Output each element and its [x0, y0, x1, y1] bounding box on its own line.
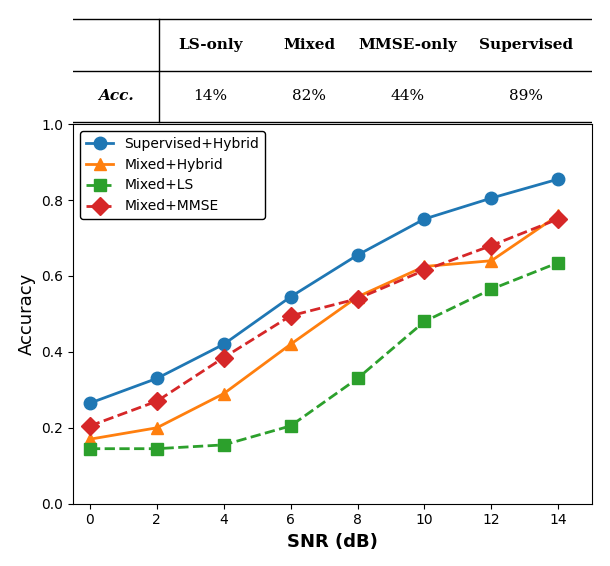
Mixed+MMSE [287, 312, 294, 319]
Supervised+Hybrid [287, 293, 294, 300]
Mixed+LS [153, 445, 160, 452]
Mixed+MMSE [354, 295, 361, 302]
Mixed+LS [421, 318, 428, 325]
Supervised+Hybrid [153, 375, 160, 382]
Mixed+MMSE [153, 398, 160, 405]
Mixed+LS [287, 422, 294, 429]
Text: Mixed: Mixed [283, 38, 335, 52]
Supervised+Hybrid [554, 175, 562, 182]
Mixed+LS [354, 375, 361, 382]
Text: 82%: 82% [292, 89, 326, 103]
Mixed+Hybrid [354, 293, 361, 300]
Supervised+Hybrid [354, 252, 361, 259]
Supervised+Hybrid [487, 195, 495, 201]
Mixed+LS [554, 259, 562, 266]
Mixed+MMSE [86, 422, 93, 429]
Mixed+Hybrid [153, 424, 160, 431]
Supervised+Hybrid [86, 400, 93, 406]
Line: Supervised+Hybrid: Supervised+Hybrid [84, 173, 564, 409]
Mixed+Hybrid [287, 341, 294, 348]
Mixed+MMSE [220, 354, 228, 361]
Line: Mixed+Hybrid: Mixed+Hybrid [84, 209, 564, 445]
Text: 44%: 44% [390, 89, 425, 103]
Line: Mixed+MMSE: Mixed+MMSE [84, 213, 564, 432]
Mixed+LS [220, 441, 228, 448]
Mixed+MMSE [487, 242, 495, 249]
Mixed+Hybrid [421, 263, 428, 270]
Supervised+Hybrid [220, 341, 228, 348]
Text: MMSE-only: MMSE-only [358, 38, 457, 52]
Supervised+Hybrid [421, 216, 428, 222]
Text: Supervised: Supervised [478, 38, 573, 52]
Y-axis label: Accuracy: Accuracy [18, 273, 36, 355]
Text: LS-only: LS-only [178, 38, 243, 52]
Mixed+Hybrid [554, 212, 562, 218]
Text: 14%: 14% [193, 89, 228, 103]
Mixed+Hybrid [487, 258, 495, 264]
Mixed+MMSE [554, 216, 562, 222]
Mixed+LS [487, 286, 495, 293]
X-axis label: SNR (dB): SNR (dB) [287, 533, 378, 551]
Text: 89%: 89% [509, 89, 542, 103]
Mixed+Hybrid [86, 436, 93, 443]
Mixed+MMSE [421, 267, 428, 273]
Mixed+LS [86, 445, 93, 452]
Text: Acc.: Acc. [98, 89, 134, 103]
Line: Mixed+LS: Mixed+LS [84, 256, 564, 455]
Legend: Supervised+Hybrid, Mixed+Hybrid, Mixed+LS, Mixed+MMSE: Supervised+Hybrid, Mixed+Hybrid, Mixed+L… [80, 131, 265, 219]
Mixed+Hybrid [220, 390, 228, 397]
